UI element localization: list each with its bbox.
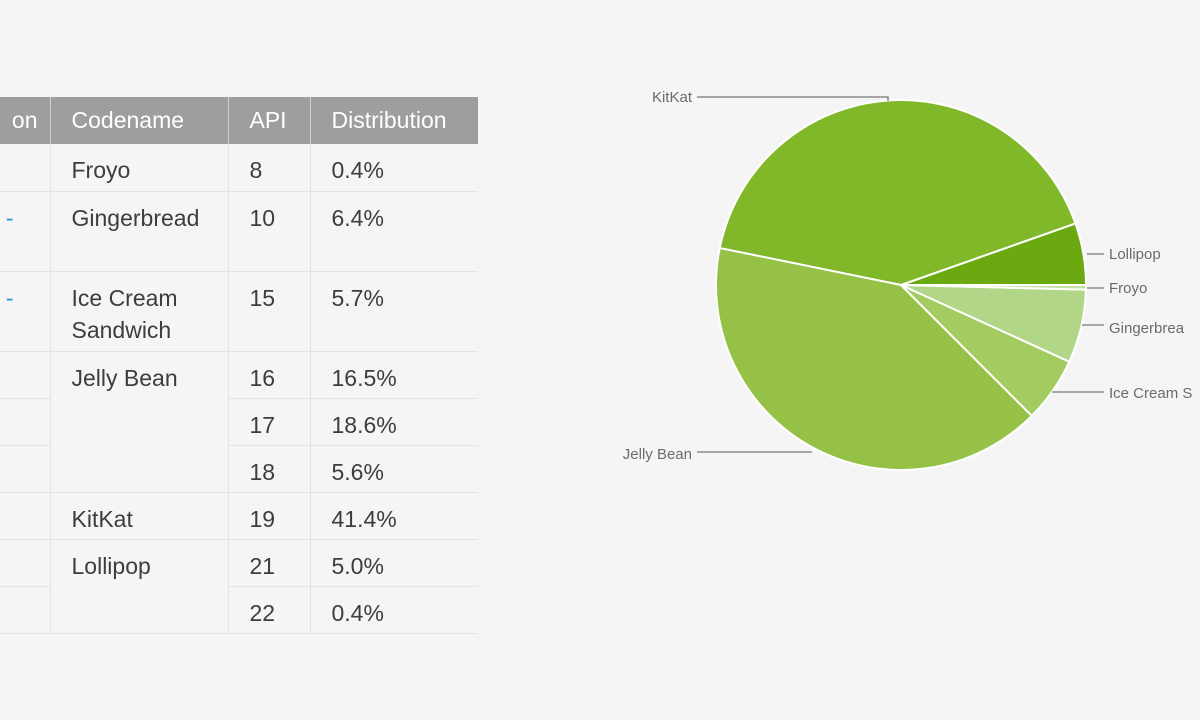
distribution-cell: 0.4%	[309, 144, 478, 192]
slice-label: Ice Cream S	[1109, 385, 1192, 402]
api-cell: 22	[227, 586, 310, 634]
version-cell[interactable]	[0, 586, 50, 634]
version-cell[interactable]	[0, 398, 50, 446]
table-header-row: on Codename API Distribution	[0, 97, 478, 144]
slice-label: KitKat	[652, 89, 693, 106]
distribution-cell: 5.7%	[309, 271, 478, 352]
distribution-cell: 41.4%	[309, 492, 478, 540]
slice-label: Froyo	[1109, 280, 1147, 297]
table-row: - Gingerbread 10 6.4%	[0, 191, 478, 272]
distribution-cell: 5.6%	[309, 445, 478, 493]
distribution-table: on Codename API Distribution Froyo 8 0.4…	[0, 97, 478, 634]
version-cell[interactable]: -	[0, 271, 50, 352]
distribution-cell: 6.4%	[309, 191, 478, 272]
codename-cell: Ice Cream Sandwich	[49, 271, 228, 352]
api-cell: 19	[227, 492, 310, 540]
leader-line	[697, 96, 889, 101]
api-cell: 8	[227, 144, 310, 192]
version-cell[interactable]	[0, 351, 50, 399]
api-cell: 10	[227, 191, 310, 272]
codename-cell: Jelly Bean	[49, 351, 228, 493]
version-cell[interactable]	[0, 445, 50, 493]
codename-column-header: Codename	[49, 97, 228, 144]
pie-slice-froyo	[900, 284, 1087, 291]
version-cell[interactable]: -	[0, 191, 50, 272]
pie-slice-jelly-bean	[715, 247, 1033, 471]
distribution-cell: 0.4%	[309, 586, 478, 634]
table-row: KitKat 19 41.4%	[0, 492, 478, 540]
codename-cell: Froyo	[49, 144, 228, 192]
codename-cell: KitKat	[49, 492, 228, 540]
api-cell: 18	[227, 445, 310, 493]
slice-label: Gingerbrea	[1109, 320, 1185, 337]
slice-label: Jelly Bean	[623, 446, 692, 463]
codename-cell: Lollipop	[49, 539, 228, 634]
api-column-header: API	[227, 97, 310, 144]
table-row: Lollipop 21 5.0%	[0, 539, 478, 634]
version-column-header: on	[0, 97, 50, 144]
api-cell: 17	[227, 398, 310, 446]
codename-cell: Gingerbread	[49, 191, 228, 272]
version-cell[interactable]	[0, 492, 50, 540]
table-row: 22 0.4%	[0, 586, 478, 634]
table-row: 17 18.6%	[0, 398, 478, 446]
table-row: 18 5.6%	[0, 445, 478, 493]
api-cell: 21	[227, 539, 310, 587]
distribution-cell: 18.6%	[309, 398, 478, 446]
distribution-cell: 16.5%	[309, 351, 478, 399]
distribution-cell: 5.0%	[309, 539, 478, 587]
distribution-column-header: Distribution	[309, 97, 478, 144]
table-row: - Ice Cream Sandwich 15 5.7%	[0, 271, 478, 352]
table-row: Jelly Bean 16 16.5%	[0, 351, 478, 493]
api-cell: 15	[227, 271, 310, 352]
version-cell[interactable]	[0, 144, 50, 192]
slice-label: Lollipop	[1109, 246, 1161, 263]
table-row: Froyo 8 0.4%	[0, 144, 478, 192]
api-cell: 16	[227, 351, 310, 399]
version-cell[interactable]	[0, 539, 50, 587]
